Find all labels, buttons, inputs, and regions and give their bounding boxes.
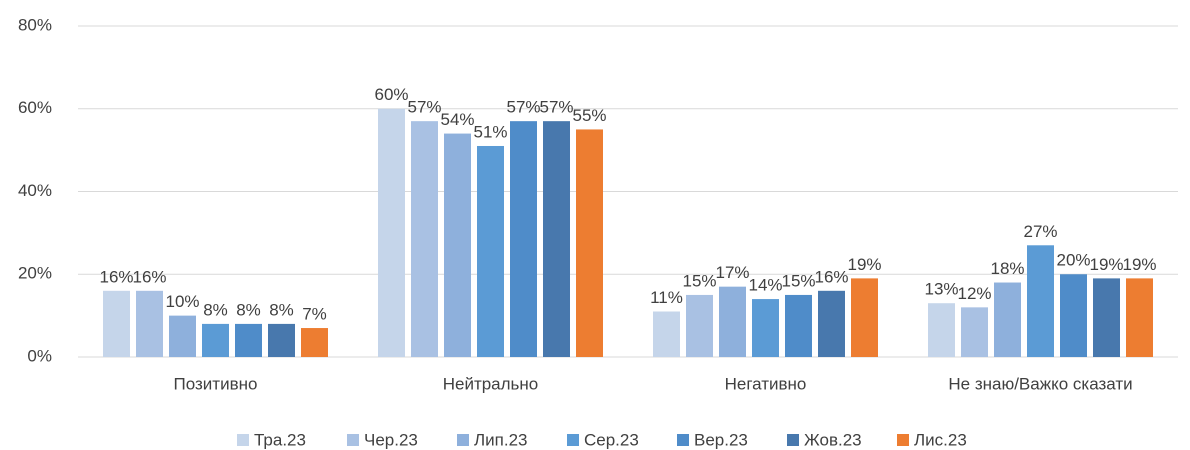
- data-label: 16%: [814, 267, 848, 286]
- bar: [411, 121, 438, 357]
- bar: [851, 278, 878, 357]
- bar: [752, 299, 779, 357]
- legend-label: Жов.23: [804, 430, 862, 449]
- data-label: 27%: [1023, 222, 1057, 241]
- bar: [477, 145, 504, 357]
- data-label: 15%: [781, 271, 815, 290]
- bar: [136, 290, 163, 357]
- data-label: 54%: [440, 110, 474, 129]
- legend-label: Вер.23: [694, 430, 748, 449]
- legend-swatch: [677, 434, 689, 446]
- legend-label: Сер.23: [584, 430, 639, 449]
- data-label: 12%: [957, 284, 991, 303]
- legend-swatch: [567, 434, 579, 446]
- y-tick-label: 40%: [18, 181, 52, 200]
- bar: [785, 294, 812, 357]
- data-label: 10%: [165, 292, 199, 311]
- bar: [543, 121, 570, 357]
- bar: [1093, 278, 1120, 357]
- bar: [928, 303, 955, 357]
- bar: [1126, 278, 1153, 357]
- data-label: 13%: [924, 280, 958, 299]
- data-label: 7%: [302, 305, 327, 324]
- data-label: 55%: [572, 106, 606, 125]
- legend-label: Чер.23: [364, 430, 418, 449]
- legend-label: Тра.23: [254, 430, 306, 449]
- bar: [994, 282, 1021, 357]
- bar: [818, 290, 845, 357]
- data-label: 57%: [407, 98, 441, 117]
- x-tick-label: Не знаю/Важко сказати: [948, 374, 1132, 393]
- bar: [103, 290, 130, 357]
- y-tick-label: 80%: [18, 15, 52, 34]
- bar: [444, 133, 471, 357]
- bar: [169, 315, 196, 357]
- bar: [510, 121, 537, 357]
- data-label: 8%: [236, 300, 261, 319]
- data-label: 57%: [539, 98, 573, 117]
- data-label: 15%: [682, 271, 716, 290]
- data-label: 18%: [990, 259, 1024, 278]
- data-label: 19%: [847, 255, 881, 274]
- x-tick-label: Негативно: [725, 374, 807, 393]
- data-label: 51%: [473, 122, 507, 141]
- bar: [378, 108, 405, 357]
- bar: [961, 307, 988, 357]
- bar: [301, 328, 328, 357]
- data-label: 20%: [1056, 251, 1090, 270]
- data-label: 60%: [374, 85, 408, 104]
- bar: [686, 294, 713, 357]
- data-label: 8%: [269, 300, 294, 319]
- legend-swatch: [457, 434, 469, 446]
- bar: [268, 323, 295, 357]
- data-label: 16%: [99, 267, 133, 286]
- bar: [202, 323, 229, 357]
- x-tick-label: Нейтрально: [443, 374, 539, 393]
- data-label: 8%: [203, 300, 228, 319]
- legend-swatch: [787, 434, 799, 446]
- legend-label: Лип.23: [474, 430, 528, 449]
- data-label: 14%: [748, 276, 782, 295]
- legend-label: Лис.23: [914, 430, 967, 449]
- legend-swatch: [347, 434, 359, 446]
- bar: [1027, 245, 1054, 357]
- y-tick-label: 0%: [27, 346, 52, 365]
- x-tick-label: Позитивно: [174, 374, 258, 393]
- data-label: 17%: [715, 263, 749, 282]
- data-label: 16%: [132, 267, 166, 286]
- bar: [235, 323, 262, 357]
- y-tick-label: 60%: [18, 98, 52, 117]
- y-tick-label: 20%: [18, 264, 52, 283]
- data-label: 11%: [650, 288, 683, 307]
- bar: [653, 311, 680, 357]
- legend-swatch: [237, 434, 249, 446]
- data-label: 19%: [1089, 255, 1123, 274]
- bar: [576, 129, 603, 357]
- data-label: 19%: [1122, 255, 1156, 274]
- data-label: 57%: [506, 98, 540, 117]
- bar: [1060, 274, 1087, 357]
- bar: [719, 286, 746, 357]
- legend-swatch: [897, 434, 909, 446]
